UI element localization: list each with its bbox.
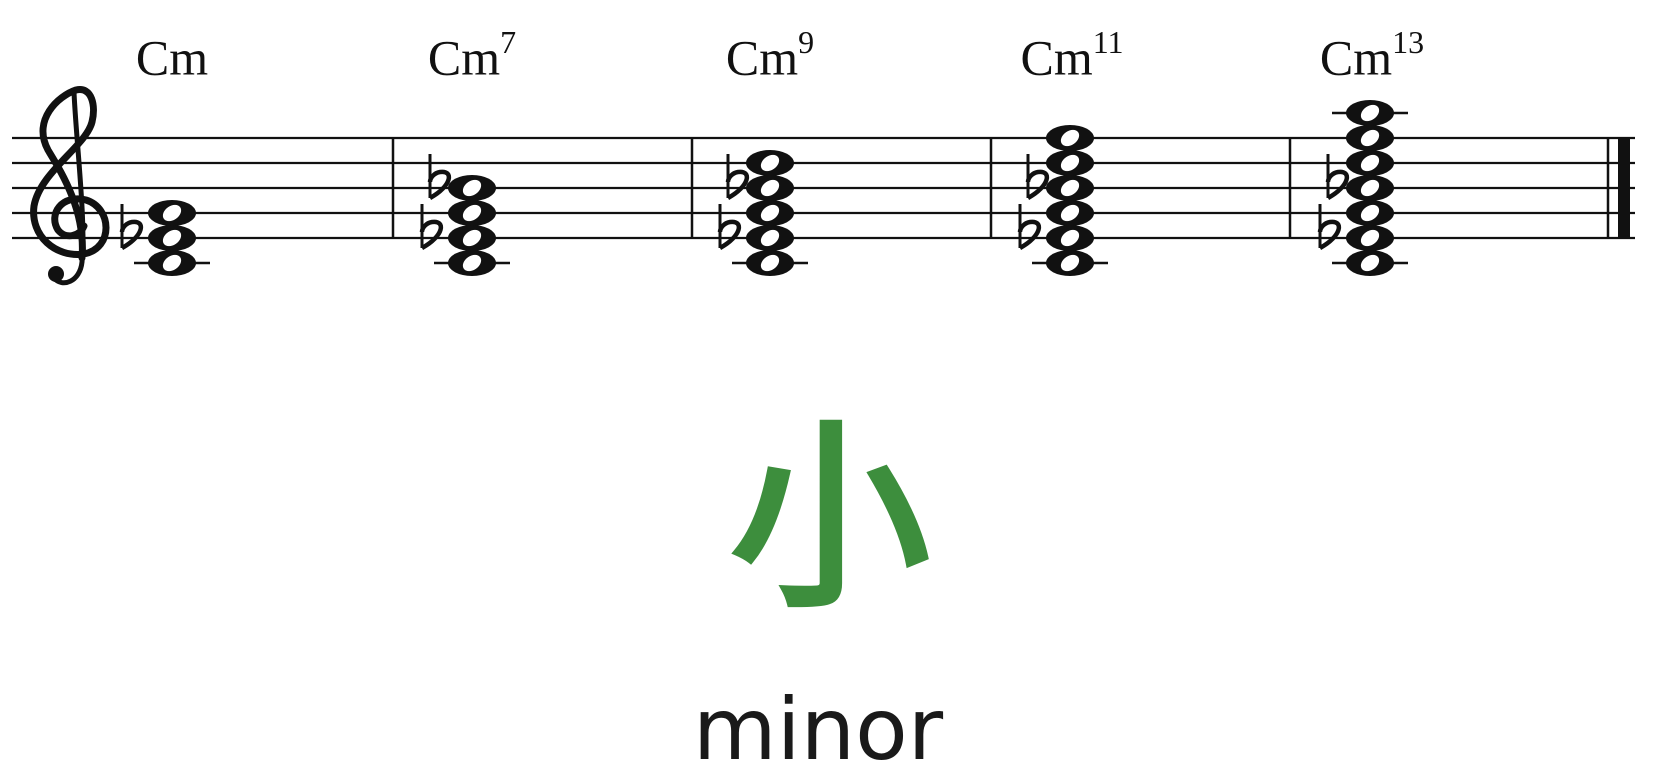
- note-head: [148, 250, 196, 276]
- note-head: [1346, 100, 1394, 126]
- flat-icon: [1317, 204, 1342, 250]
- chord-notes: [119, 100, 1408, 276]
- english-caption: minor: [692, 680, 944, 780]
- caption: 小 minor: [0, 420, 1660, 780]
- note-head: [1046, 250, 1094, 276]
- flat-icon: [1325, 154, 1350, 200]
- note-head: [746, 225, 794, 251]
- note-head: [746, 250, 794, 276]
- flat-icon: [119, 204, 144, 250]
- note-head: [1046, 175, 1094, 201]
- flat-icon: [725, 154, 750, 200]
- note-head: [448, 200, 496, 226]
- note-head: [1346, 150, 1394, 176]
- chord-root: Cm: [725, 29, 799, 86]
- flat-icon: [1017, 204, 1042, 250]
- note-head: [148, 200, 196, 226]
- chord-root: Cm: [1319, 29, 1393, 86]
- flat-icon: [427, 154, 452, 200]
- barlines: [391, 137, 1630, 239]
- note-head: [1346, 225, 1394, 251]
- note-head: [1346, 200, 1394, 226]
- chord-label: Cm9: [725, 24, 814, 87]
- chord-label: Cm13: [1319, 24, 1424, 87]
- final-barline-thick: [1618, 137, 1630, 239]
- chord-extension: 13: [1392, 24, 1425, 60]
- note-head: [746, 175, 794, 201]
- note-head: [448, 250, 496, 276]
- note-head: [746, 200, 794, 226]
- chinese-character: 小: [729, 403, 930, 636]
- note-head: [1046, 225, 1094, 251]
- note-head: [1046, 125, 1094, 151]
- note-head: [448, 175, 496, 201]
- chord-label: Cm: [136, 28, 208, 87]
- chord-root: Cm: [1020, 29, 1093, 86]
- chord-root: Cm: [135, 29, 209, 86]
- chord-extension: 9: [798, 24, 815, 60]
- note-head: [746, 150, 794, 176]
- note-head: [1046, 150, 1094, 176]
- note-head: [1346, 250, 1394, 276]
- flat-icon: [419, 204, 444, 250]
- chord-extension: 7: [500, 24, 517, 60]
- note-head: [1046, 200, 1094, 226]
- music-staff: [12, 86, 1635, 286]
- chord-label: Cm11: [1020, 24, 1123, 87]
- note-head: [1346, 175, 1394, 201]
- note-head: [1346, 125, 1394, 151]
- flat-icon: [1025, 154, 1050, 200]
- chord-root: Cm: [427, 29, 501, 86]
- flat-icon: [717, 204, 742, 250]
- note-head: [148, 225, 196, 251]
- note-head: [448, 225, 496, 251]
- chord-extension: 11: [1092, 24, 1124, 60]
- treble-clef-icon: [30, 86, 110, 286]
- chord-label: Cm7: [427, 24, 516, 87]
